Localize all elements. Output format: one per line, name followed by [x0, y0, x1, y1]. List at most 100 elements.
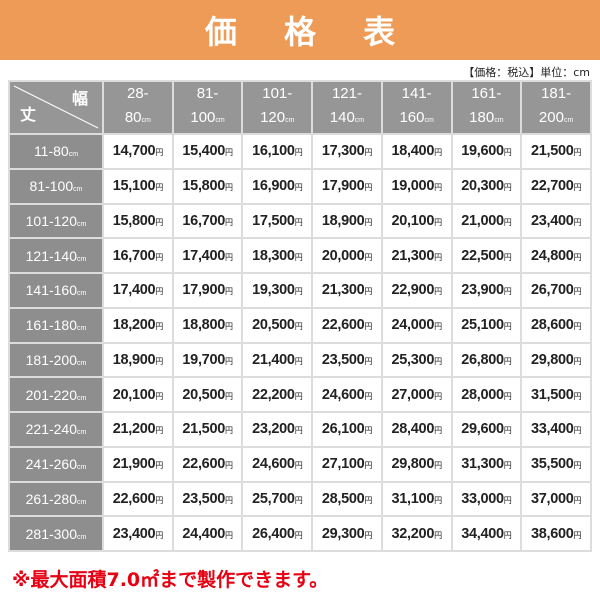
price-cell: 15,800円	[102, 202, 174, 240]
price-cell: 18,900円	[311, 202, 383, 240]
price-cell: 18,900円	[102, 341, 174, 379]
price-cell: 31,500円	[520, 376, 592, 413]
row-header: 161-180cm	[8, 306, 104, 344]
price-cell: 16,700円	[102, 237, 174, 274]
column-range-start: 161-	[471, 85, 502, 102]
table-row: 81-100cm 15,100円 15,800円 16,900円 17,900円 19,0…	[8, 167, 592, 205]
row-header: 221-240cm	[8, 411, 104, 448]
price-cell: 20,100円	[380, 202, 453, 240]
price-cell: 20,100円	[102, 376, 174, 413]
price-cell: 29,800円	[520, 341, 592, 379]
price-cell: 23,900円	[450, 272, 523, 309]
price-cell: 24,600円	[311, 376, 383, 413]
price-cell: 20,300円	[450, 167, 523, 205]
price-cell: 28,000円	[450, 376, 523, 413]
price-cell: 16,100円	[241, 133, 314, 170]
price-cell: 27,100円	[311, 445, 383, 483]
price-cell: 20,500円	[171, 376, 244, 413]
column-range-start: 181-	[541, 85, 572, 102]
price-cell: 24,400円	[171, 515, 244, 552]
price-cell: 24,000円	[380, 306, 453, 344]
price-cell: 21,300円	[311, 272, 383, 309]
column-header: 81- 100cm	[171, 80, 244, 135]
price-cell: 22,600円	[171, 445, 244, 483]
price-cell: 22,600円	[102, 480, 174, 518]
row-header: 121-140cm	[8, 237, 104, 274]
table-row: 161-180cm 18,200円 18,800円 20,500円 22,600円 24,…	[8, 306, 592, 344]
price-cell: 26,700円	[520, 272, 592, 309]
column-range-end: 180cm	[469, 109, 504, 126]
price-cell: 29,300円	[311, 515, 383, 552]
price-cell: 23,500円	[311, 341, 383, 379]
price-cell: 23,200円	[241, 411, 314, 448]
row-header: 141-160cm	[8, 272, 104, 309]
column-range-start: 121-	[331, 85, 362, 102]
price-cell: 26,800円	[450, 341, 523, 379]
table-row: 121-140cm 16,700円 17,400円 18,300円 20,000円 21,…	[8, 237, 592, 274]
price-cell: 14,700円	[102, 133, 174, 170]
diagonal-line	[13, 85, 99, 129]
table-row: 141-160cm 17,400円 17,900円 19,300円 21,300円 22,…	[8, 272, 592, 309]
price-cell: 18,800円	[171, 306, 244, 344]
price-cell: 21,500円	[520, 133, 592, 170]
column-range-end: 140cm	[329, 109, 365, 126]
row-header: 11-80cm	[8, 133, 104, 170]
price-cell: 23,500円	[171, 480, 244, 518]
column-range-start: 141-	[401, 85, 432, 102]
column-header: 28- 80cm	[102, 80, 174, 135]
column-header: 121- 140cm	[311, 80, 383, 135]
price-cell: 17,400円	[171, 237, 244, 274]
price-cell: 24,600円	[241, 445, 314, 483]
price-cell: 19,000円	[380, 167, 453, 205]
price-cell: 37,000円	[520, 480, 592, 518]
price-cell: 31,300円	[450, 445, 523, 483]
price-cell: 21,500円	[171, 411, 244, 448]
price-cell: 22,500円	[450, 237, 523, 274]
price-cell: 22,200円	[241, 376, 314, 413]
row-header: 241-260cm	[8, 445, 104, 483]
column-range-end: 100cm	[190, 109, 225, 126]
price-cell: 21,200円	[102, 411, 174, 448]
price-cell: 25,100円	[450, 306, 523, 344]
corner-cell: 幅 丈	[8, 80, 104, 135]
column-header: 181- 200cm	[520, 80, 592, 135]
price-cell: 15,100円	[102, 167, 174, 205]
header-row: 幅 丈 28- 80cm 81- 100cm 101- 120cm 121- 140cm 141…	[8, 80, 592, 135]
table-row: 11-80cm 14,700円 15,400円 16,100円 17,300円 18,40…	[8, 133, 592, 170]
column-range-end: 120cm	[260, 109, 295, 126]
row-header: 201-220cm	[8, 376, 104, 413]
price-cell: 34,400円	[450, 515, 523, 552]
column-header: 161- 180cm	[450, 80, 523, 135]
price-cell: 17,500円	[241, 202, 314, 240]
price-cell: 17,900円	[171, 272, 244, 309]
footnote: ※最大面積7.0㎡まで製作できます。	[12, 569, 329, 591]
price-cell: 18,400円	[380, 133, 453, 170]
price-note: 【価格：税込】単位：cm	[463, 66, 590, 79]
column-range-end: 160cm	[399, 109, 434, 126]
price-cell: 31,100円	[380, 480, 453, 518]
price-cell: 28,500円	[311, 480, 383, 518]
row-header: 81-100cm	[8, 167, 104, 205]
price-cell: 24,800円	[520, 237, 592, 274]
price-cell: 26,100円	[311, 411, 383, 448]
price-cell: 16,900円	[241, 167, 314, 205]
price-cell: 19,700円	[171, 341, 244, 379]
price-cell: 17,400円	[102, 272, 174, 309]
price-cell: 38,600円	[520, 515, 592, 552]
price-cell: 33,400円	[520, 411, 592, 448]
column-range-end: 200cm	[538, 109, 574, 126]
price-cell: 21,900円	[102, 445, 174, 483]
column-range-start: 101-	[262, 85, 293, 102]
price-cell: 35,500円	[520, 445, 592, 483]
price-cell: 28,400円	[380, 411, 453, 448]
price-cell: 20,000円	[311, 237, 383, 274]
price-cell: 17,900円	[311, 167, 383, 205]
price-table: 幅 丈 28- 80cm 81- 100cm 101- 120cm 121- 140cm 141…	[8, 80, 592, 552]
price-cell: 15,800円	[171, 167, 244, 205]
table-row: 201-220cm 20,100円 20,500円 22,200円 24,600円 27,…	[8, 376, 592, 413]
price-cell: 18,200円	[102, 306, 174, 344]
price-cell: 22,600円	[311, 306, 383, 344]
price-cell: 16,700円	[171, 202, 244, 240]
table-row: 181-200cm 18,900円 19,700円 21,400円 23,500円 25,…	[8, 341, 592, 379]
width-label: 幅	[71, 91, 88, 108]
